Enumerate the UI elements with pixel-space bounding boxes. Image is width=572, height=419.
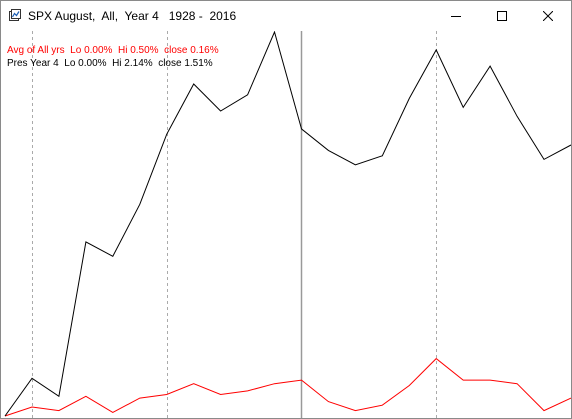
chart-area: Avg of All yrs Lo 0.00% Hi 0.50% close 0… (1, 31, 571, 418)
line-chart (4, 31, 571, 418)
title-bar[interactable]: SPX August, All, Year 4 1928 - 2016 (1, 1, 571, 31)
minimize-button[interactable] (433, 1, 479, 31)
close-icon (543, 11, 553, 21)
maximize-icon (497, 11, 507, 21)
legend-avg-all-years: Avg of All yrs Lo 0.00% Hi 0.50% close 0… (7, 45, 219, 56)
pres-year-4-line (4, 31, 571, 417)
legend-pres-year-4: Pres Year 4 Lo 0.00% Hi 2.14% close 1.51… (7, 58, 213, 69)
minimize-icon (451, 16, 461, 17)
maximize-button[interactable] (479, 1, 525, 31)
close-button[interactable] (525, 1, 571, 31)
avg-all-years-line (4, 357, 571, 417)
window-title: SPX August, All, Year 4 1928 - 2016 (28, 9, 237, 23)
chart-app-icon[interactable] (8, 9, 22, 23)
